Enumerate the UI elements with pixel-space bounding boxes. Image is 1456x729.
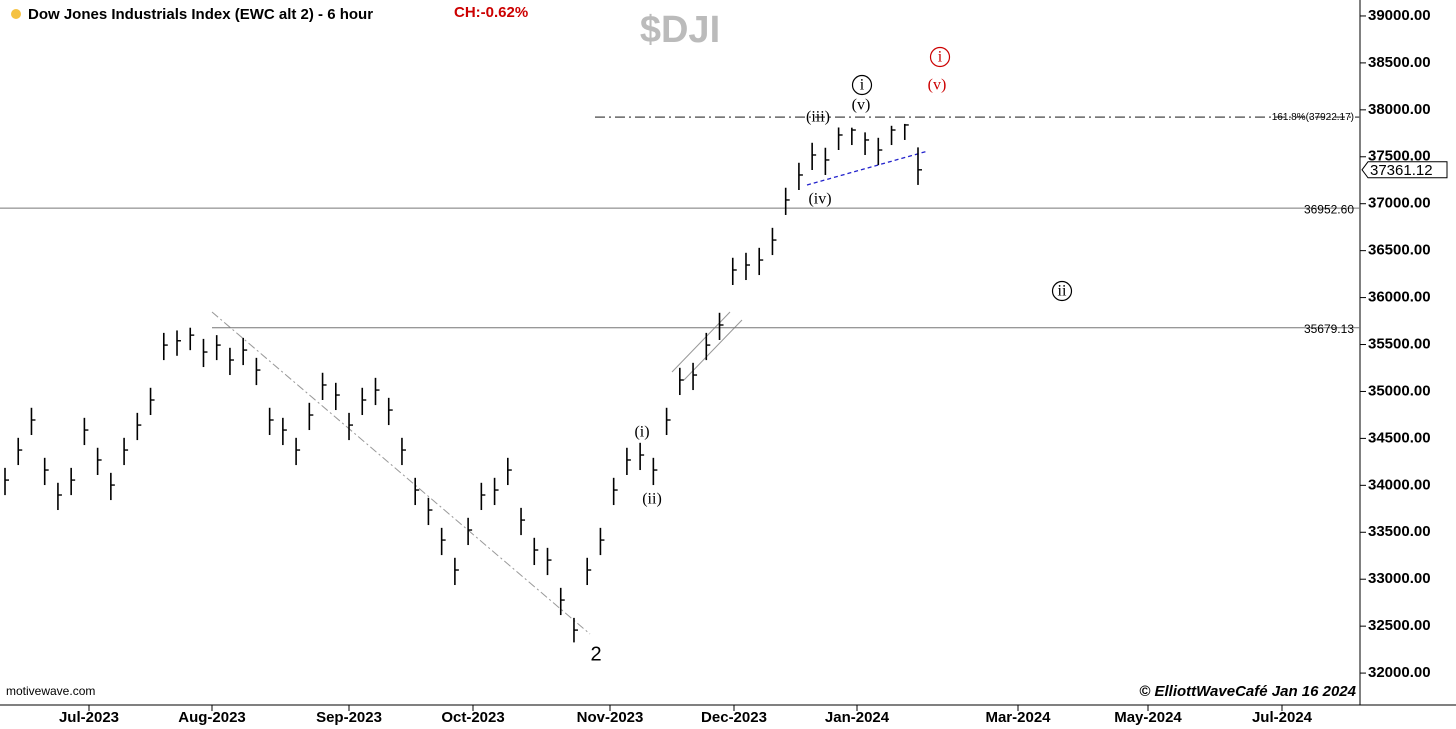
x-tick-label: Jul-2024 — [1252, 709, 1313, 726]
wave-circle — [851, 74, 873, 96]
y-tick-label: 35000.00 — [1368, 382, 1431, 399]
x-tick-label: Mar-2024 — [985, 709, 1051, 726]
wave-label: 2 — [590, 643, 601, 665]
credit: © ElliottWaveCafé Jan 16 2024 — [1139, 683, 1356, 700]
level-label: 36952.60 — [1304, 202, 1354, 216]
wave-label: i — [938, 49, 943, 66]
y-tick-label: 35500.00 — [1368, 335, 1431, 352]
price-pointer — [1361, 161, 1448, 179]
wave-circle — [1051, 280, 1073, 302]
channel-line — [671, 311, 731, 373]
y-tick-label: 34000.00 — [1368, 476, 1431, 493]
y-tick-label: 33000.00 — [1368, 570, 1431, 587]
y-tick-label: 37000.00 — [1368, 195, 1431, 212]
x-tick-label: Jan-2024 — [825, 709, 890, 726]
y-tick-label: 39000.00 — [1368, 7, 1431, 24]
y-tick-label: 33500.00 — [1368, 523, 1431, 540]
y-tick-label: 34500.00 — [1368, 429, 1431, 446]
wave-label: (v) — [928, 77, 947, 94]
y-tick-label: 36500.00 — [1368, 242, 1431, 259]
wave-label: (iii) — [806, 109, 830, 126]
x-tick-label: Aug-2023 — [178, 709, 246, 726]
source: motivewave.com — [6, 684, 95, 698]
change: CH:-0.62% — [454, 4, 528, 21]
y-tick-label: 32000.00 — [1368, 664, 1431, 681]
level-label: 35679.13 — [1304, 322, 1354, 336]
y-tick-label: 36000.00 — [1368, 289, 1431, 306]
last-price-label: 37361.12 — [1370, 162, 1433, 179]
x-tick-label: Sep-2023 — [316, 709, 382, 726]
x-tick-label: Dec-2023 — [701, 709, 767, 726]
status-dot — [11, 9, 21, 19]
wave-label: (ii) — [642, 491, 662, 508]
wave-label: (v) — [852, 97, 871, 114]
wave-label: (i) — [634, 424, 649, 441]
wave-label: ii — [1058, 283, 1067, 300]
wave-circle — [929, 46, 951, 68]
level-label: 161.8%(37922.17) — [1272, 112, 1354, 123]
x-tick-label: Nov-2023 — [577, 709, 644, 726]
y-tick-label: 32500.00 — [1368, 617, 1431, 634]
y-tick-label: 38500.00 — [1368, 54, 1431, 71]
wave-label: (iv) — [808, 191, 831, 208]
chart-title: Dow Jones Industrials Index (EWC alt 2) … — [28, 6, 373, 23]
y-tick-label: 38000.00 — [1368, 101, 1431, 118]
wave-label: i — [860, 77, 865, 94]
symbol: $DJI — [640, 9, 720, 51]
y-tick-label: 37500.00 — [1368, 148, 1431, 165]
x-tick-label: Oct-2023 — [441, 709, 504, 726]
x-tick-label: May-2024 — [1114, 709, 1182, 726]
x-tick-label: Jul-2023 — [59, 709, 119, 726]
trend-line — [211, 311, 591, 635]
